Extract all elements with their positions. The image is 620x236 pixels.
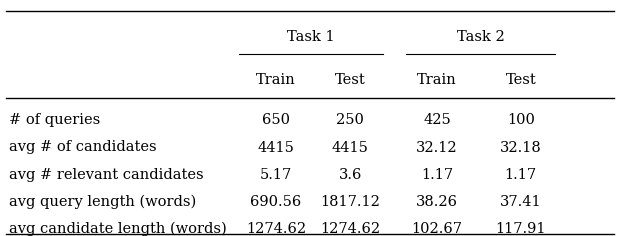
Text: avg query length (words): avg query length (words) [9,195,197,209]
Text: 1274.62: 1274.62 [246,222,306,236]
Text: 32.18: 32.18 [500,140,542,155]
Text: 250: 250 [337,113,364,127]
Text: Test: Test [335,73,366,87]
Text: 3.6: 3.6 [339,168,362,182]
Text: 1.17: 1.17 [421,168,453,182]
Text: Test: Test [505,73,536,87]
Text: Train: Train [417,73,457,87]
Text: 1274.62: 1274.62 [321,222,380,236]
Text: 117.91: 117.91 [495,222,546,236]
Text: 100: 100 [507,113,534,127]
Text: 1817.12: 1817.12 [321,195,380,209]
Text: 37.41: 37.41 [500,195,542,209]
Text: avg # relevant candidates: avg # relevant candidates [9,168,204,182]
Text: 32.12: 32.12 [416,140,458,155]
Text: 38.26: 38.26 [416,195,458,209]
Text: 425: 425 [423,113,451,127]
Text: 650: 650 [262,113,290,127]
Text: 5.17: 5.17 [260,168,292,182]
Text: 690.56: 690.56 [250,195,301,209]
Text: 4415: 4415 [332,140,369,155]
Text: avg candidate length (words): avg candidate length (words) [9,222,227,236]
Text: 102.67: 102.67 [412,222,463,236]
Text: 1.17: 1.17 [505,168,537,182]
Text: avg # of candidates: avg # of candidates [9,140,157,155]
Text: # of queries: # of queries [9,113,100,127]
Text: Task 2: Task 2 [456,30,505,44]
Text: Train: Train [256,73,296,87]
Text: Task 1: Task 1 [287,30,335,44]
Text: 4415: 4415 [257,140,294,155]
